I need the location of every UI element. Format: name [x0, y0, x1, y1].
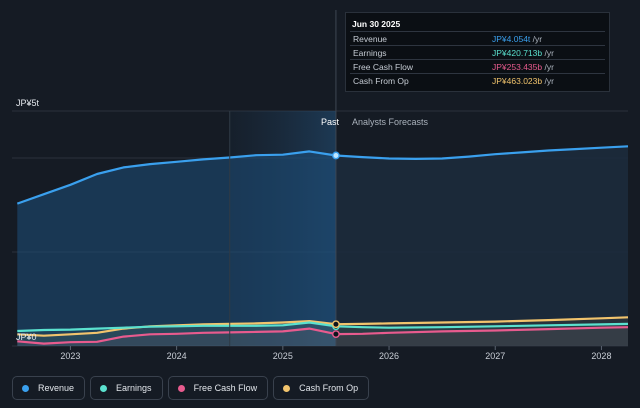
tooltip-row-revenue: Revenue JP¥4.054t /yr [350, 31, 605, 45]
revenue-area-past [17, 151, 336, 346]
revenue-marker [332, 151, 340, 160]
x-tick-label: 2027 [485, 351, 505, 361]
tooltip-label: Cash From Op [353, 76, 409, 86]
split-markers [229, 10, 340, 346]
tooltip-label: Free Cash Flow [353, 62, 413, 72]
legend-item-revenue[interactable]: Revenue [12, 376, 86, 400]
tooltip-value: JP¥253.435b /yr [492, 62, 554, 72]
earnings-dot-icon [100, 384, 108, 392]
tooltip-value: JP¥4.054t /yr [492, 34, 543, 44]
cash-from-op-dot-icon [283, 384, 291, 392]
free-cash-flow-marker [332, 330, 340, 339]
x-tick-label: 2023 [60, 351, 80, 361]
legend-label: Revenue [38, 383, 75, 393]
y-axis-bottom-label: JP¥0 [16, 332, 37, 342]
x-axis: 2023 2024 2025 2026 2027 2028 [60, 346, 611, 361]
tooltip-label: Earnings [353, 48, 387, 58]
legend: Revenue Earnings Free Cash Flow Cash Fro… [12, 376, 370, 400]
tooltip-label: Revenue [353, 34, 388, 44]
tooltip-value: JP¥463.023b /yr [492, 76, 554, 86]
legend-label: Earnings [116, 383, 152, 393]
earnings-line [17, 321, 629, 333]
revenue-dot-icon [22, 384, 29, 392]
free-cash-flow-dot-icon [177, 384, 185, 392]
cash-from-op-marker [332, 320, 340, 329]
revenue-area-forecast [335, 146, 628, 346]
tooltip-value: JP¥420.713b /yr [492, 48, 554, 58]
x-tick-label: 2028 [591, 351, 611, 361]
series-lines [16, 145, 629, 345]
tooltip-row-free-cash-flow: Free Cash Flow JP¥253.435b /yr [350, 59, 605, 73]
past-label: Past [321, 117, 340, 127]
legend-item-cash-from-op[interactable]: Cash From Op [273, 376, 370, 400]
earnings-area [17, 322, 629, 346]
y-axis-top-label: JP¥5t [16, 98, 40, 108]
legend-item-free-cash-flow[interactable]: Free Cash Flow [167, 376, 269, 400]
legend-label: Cash From Op [299, 383, 359, 393]
x-tick-label: 2024 [167, 351, 187, 361]
tooltip-date: Jun 30 2025 [352, 19, 401, 29]
series-areas [17, 146, 629, 346]
forecast-label: Analysts Forecasts [352, 117, 429, 127]
free-cash-flow-line [17, 326, 629, 345]
cash-from-op-line [17, 316, 629, 337]
x-tick-label: 2026 [379, 351, 399, 361]
tooltip-row-cash-from-op: Cash From Op JP¥463.023b /yr [350, 73, 605, 87]
legend-label: Free Cash Flow [193, 383, 258, 393]
revenue-line [16, 145, 629, 205]
legend-item-earnings[interactable]: Earnings [90, 376, 163, 400]
tooltip-row-earnings: Earnings JP¥420.713b /yr [350, 45, 605, 59]
data-tooltip: Jun 30 2025 Revenue JP¥4.054t /yr Earnin… [345, 12, 610, 92]
x-tick-label: 2025 [273, 351, 293, 361]
